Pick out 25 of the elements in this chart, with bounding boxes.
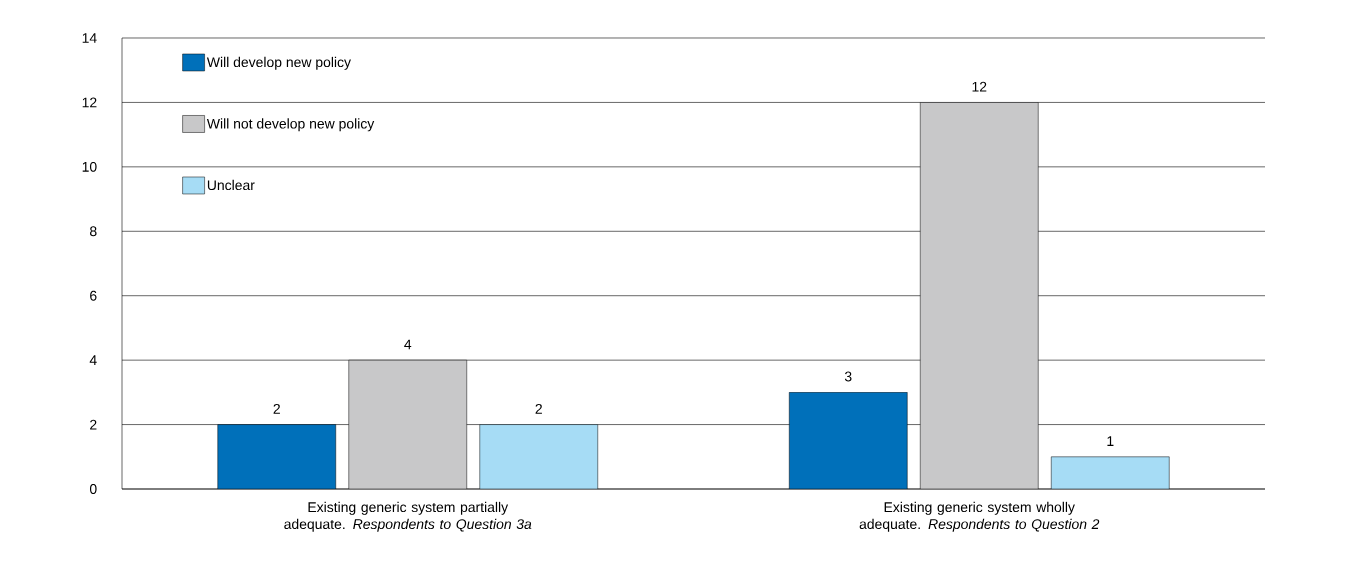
data-label: 2 (273, 403, 280, 414)
y-tick-label: 4 (89, 355, 97, 365)
x-tick-label: Existing generic system partially adequate. Respondents to Question 3a (284, 501, 532, 532)
bar (1051, 456, 1170, 489)
legend-label: Unclear (207, 179, 255, 191)
data-label: 12 (972, 81, 987, 92)
data-label: 3 (844, 371, 852, 382)
y-tick-label: 14 (82, 33, 97, 43)
bar (348, 359, 467, 489)
data-label: 2 (535, 403, 542, 414)
y-tick-label: 0 (89, 484, 97, 494)
bar (479, 424, 598, 489)
y-tick-label: 6 (90, 290, 97, 301)
bar (789, 392, 908, 489)
y-tick-label: 12 (82, 97, 97, 108)
y-tick-label: 2 (90, 419, 97, 430)
y-tick-label: 8 (90, 226, 97, 237)
x-tick-label: Existing generic system wholly adequate. Respondents to Question 2 (859, 501, 1100, 532)
data-label: 1 (1107, 436, 1114, 446)
legend-label: Will not develop new policy (206, 118, 375, 132)
legend-label: Will develop new policy (206, 56, 351, 70)
bar (920, 102, 1039, 489)
y-tick-label: 10 (82, 161, 97, 172)
bar (217, 424, 336, 489)
data-label: 4 (404, 339, 412, 350)
